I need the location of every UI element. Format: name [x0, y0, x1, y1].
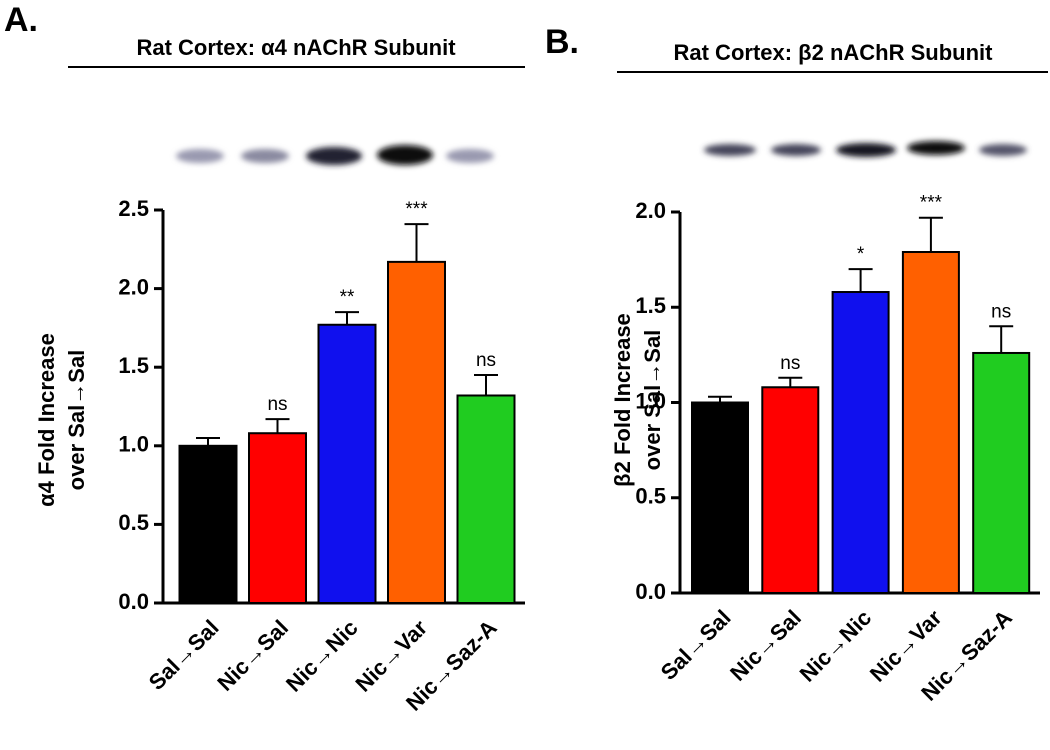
bar	[248, 432, 307, 604]
y-tick-label: 0.0	[118, 589, 149, 614]
panel-label: B.	[545, 23, 579, 61]
chart-panel: A. Rat Cortex: α4 nAChR Subunit α4 Fold In…	[4, 1, 525, 716]
bar	[317, 323, 377, 604]
bar	[456, 394, 516, 604]
significance-label: ***	[405, 199, 428, 220]
significance-label: *	[857, 244, 865, 265]
western-blot-b	[704, 141, 1027, 157]
blot-band	[306, 147, 362, 165]
blot-band	[907, 141, 965, 155]
bar	[761, 386, 820, 595]
y-tick-label: 2.5	[118, 196, 149, 221]
y-axis-label: over Sal→Sal	[640, 330, 665, 471]
significance-label: ***	[920, 193, 943, 214]
x-tick-label: Sal→Sal	[656, 605, 736, 685]
significance-label: ns	[476, 350, 496, 371]
bar	[691, 401, 749, 594]
x-tick-label: Nic→Sal	[212, 615, 293, 696]
blot-band	[377, 145, 433, 165]
chart-panel: B. Rat Cortex: β2 nAChR Subunit β2 Fold In…	[545, 23, 1048, 706]
y-tick-label: 1.0	[635, 388, 666, 413]
y-axis-label: over Sal→Sal	[64, 350, 89, 491]
y-tick-label: 1.5	[635, 293, 666, 318]
y-tick-label: 2.0	[118, 274, 149, 299]
significance-label: **	[340, 287, 355, 308]
panel-label: A.	[4, 1, 38, 39]
bar	[831, 291, 890, 594]
x-tick-label: Nic→Nic	[795, 605, 877, 687]
y-tick-label: 2.0	[635, 198, 666, 223]
blot-band	[241, 149, 289, 163]
y-axis-label: β2 Fold Increase	[610, 313, 635, 487]
bar	[901, 251, 960, 594]
significance-label: ns	[780, 353, 800, 374]
blot-band	[446, 149, 494, 163]
bar	[178, 444, 238, 604]
bar	[387, 260, 446, 604]
blot-band	[704, 144, 756, 156]
blot-band	[771, 144, 821, 156]
significance-label: ns	[267, 394, 287, 415]
blot-band	[836, 143, 896, 157]
y-tick-label: 0.5	[635, 484, 666, 509]
y-tick-label: 1.5	[118, 353, 149, 378]
blot-band	[979, 144, 1027, 156]
chart-title: Rat Cortex: β2 nAChR Subunit	[674, 40, 994, 65]
y-axis-label: α4 Fold Increase	[34, 333, 59, 507]
x-tick-label: Sal→Sal	[144, 615, 224, 695]
significance-label: ns	[991, 301, 1011, 322]
y-tick-label: 0.5	[118, 510, 149, 535]
chart-title: Rat Cortex: α4 nAChR Subunit	[136, 35, 456, 60]
bar	[972, 351, 1031, 594]
x-tick-label: Nic→Nic	[281, 615, 363, 697]
x-tick-label: Nic→Sal	[725, 605, 806, 686]
western-blot-a	[176, 145, 494, 165]
y-tick-label: 0.0	[635, 579, 666, 604]
blot-band	[176, 149, 224, 163]
y-tick-label: 1.0	[118, 432, 149, 457]
